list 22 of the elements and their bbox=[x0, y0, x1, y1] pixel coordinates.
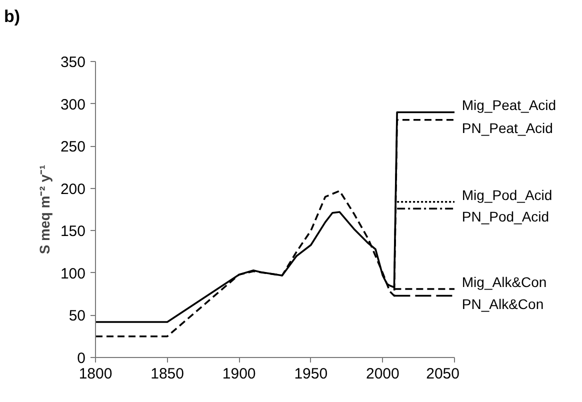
x-tick-label: 1950 bbox=[294, 366, 328, 382]
y-tick-label: 300 bbox=[60, 96, 86, 114]
y-tick-label: 150 bbox=[60, 223, 86, 240]
y-tick-label: 100 bbox=[60, 265, 86, 282]
series-label: Mig_Pod_Acid bbox=[462, 186, 552, 203]
y-tick-label: 250 bbox=[60, 138, 86, 156]
series-label: PN_Pod_Acid bbox=[462, 208, 550, 225]
y-tick-label: 350 bbox=[60, 54, 86, 71]
x-tick-label: 2000 bbox=[366, 366, 400, 382]
series-label: Mig_Peat_Acid bbox=[462, 97, 556, 114]
y-tick-label: 50 bbox=[68, 308, 86, 325]
series-label: PN_Peat_Acid bbox=[462, 120, 553, 136]
x-tick-label: 2050 bbox=[426, 366, 460, 382]
x-tick-label: 1850 bbox=[150, 366, 184, 382]
x-tick-label: 1800 bbox=[78, 366, 112, 382]
y-tick-label: 0 bbox=[77, 350, 86, 367]
x-tick-label: 1900 bbox=[222, 366, 256, 382]
series-label: PN_Alk&Con bbox=[462, 296, 544, 312]
y-axis-title: S meq m⁻² y⁻¹ bbox=[36, 164, 52, 254]
text: b) bbox=[4, 6, 20, 28]
y-tick-label: 200 bbox=[60, 180, 86, 198]
series-label: Mig_Alk&Con bbox=[462, 274, 547, 290]
